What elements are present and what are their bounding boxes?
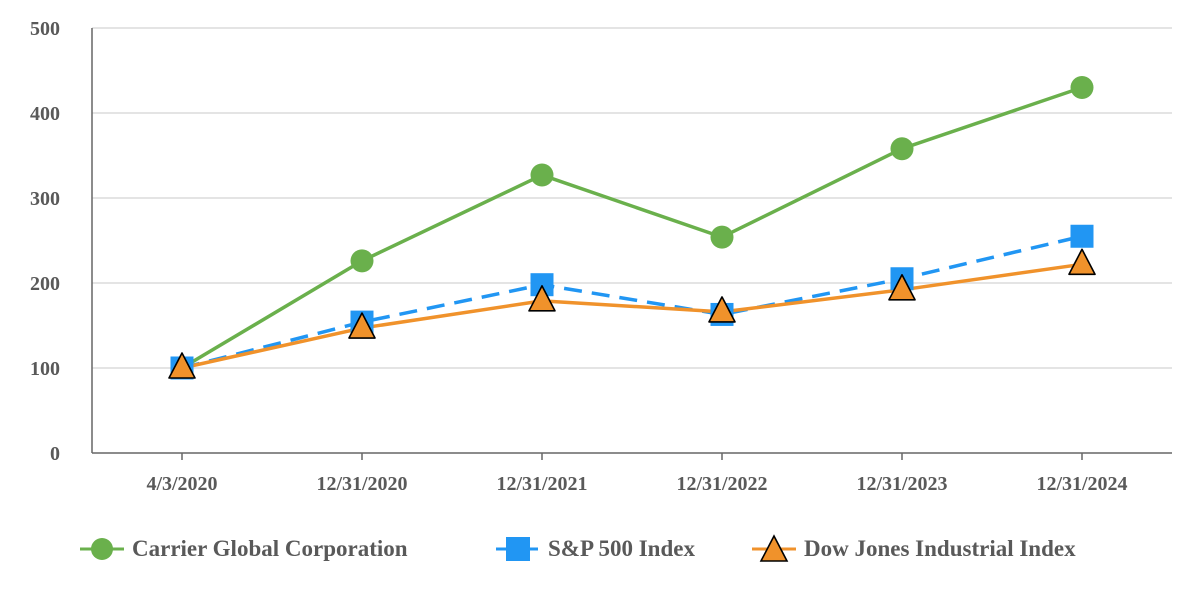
legend-label-dow: Dow Jones Industrial Index bbox=[804, 536, 1076, 561]
legend-swatch-sp500 bbox=[496, 537, 540, 561]
series-lines bbox=[181, 85, 1083, 370]
point-1-2 bbox=[530, 273, 554, 297]
legend-item-carrier: Carrier Global Corporation bbox=[80, 527, 408, 571]
point-0-2 bbox=[530, 163, 554, 187]
x-tick-label: 12/31/2021 bbox=[496, 473, 587, 495]
point-1-5 bbox=[1070, 224, 1094, 248]
y-tick-label: 500 bbox=[30, 18, 60, 40]
point-2-4 bbox=[888, 273, 916, 301]
point-0-3 bbox=[710, 225, 734, 249]
legend-swatch-dow bbox=[752, 534, 796, 562]
point-0-1 bbox=[350, 249, 374, 273]
y-tick-label: 200 bbox=[30, 273, 60, 295]
series-markers bbox=[168, 76, 1096, 380]
axes bbox=[91, 28, 1172, 460]
tick-labels: 0 100 200 300 400 500 4/3/2020 12/31/2020 12/31/… bbox=[30, 18, 1128, 495]
x-tick-label: 4/3/2020 bbox=[146, 473, 217, 495]
y-tick-label: 0 bbox=[50, 443, 60, 465]
point-2-0 bbox=[168, 352, 196, 379]
point-2-3 bbox=[708, 296, 736, 323]
point-0-5 bbox=[1070, 76, 1094, 99]
x-tick-label: 12/31/2022 bbox=[676, 473, 767, 495]
point-2-1 bbox=[348, 312, 376, 339]
point-0-4 bbox=[890, 137, 914, 161]
legend-item-dow: Dow Jones Industrial Index bbox=[752, 527, 1076, 571]
legend-swatch-carrier bbox=[80, 538, 124, 560]
series-line-2 bbox=[181, 262, 1083, 370]
y-tick-label: 300 bbox=[30, 188, 60, 210]
series-line-0 bbox=[181, 85, 1083, 370]
legend-item-sp500: S&P 500 Index bbox=[496, 527, 695, 571]
legend: Carrier Global Corporation S&P 500 Index… bbox=[0, 527, 1200, 571]
x-tick-label: 12/31/2020 bbox=[316, 473, 407, 495]
point-2-5 bbox=[1068, 248, 1096, 276]
x-tick-label: 12/31/2023 bbox=[856, 473, 947, 495]
y-tick-label: 100 bbox=[30, 358, 60, 380]
y-tick-label: 400 bbox=[30, 103, 60, 125]
point-2-2 bbox=[528, 285, 556, 312]
x-tick-label: 12/31/2024 bbox=[1036, 473, 1127, 495]
legend-label-sp500: S&P 500 Index bbox=[548, 536, 695, 561]
legend-label-carrier: Carrier Global Corporation bbox=[132, 536, 408, 561]
gridlines bbox=[92, 27, 1172, 369]
series-line-1 bbox=[181, 234, 1083, 370]
